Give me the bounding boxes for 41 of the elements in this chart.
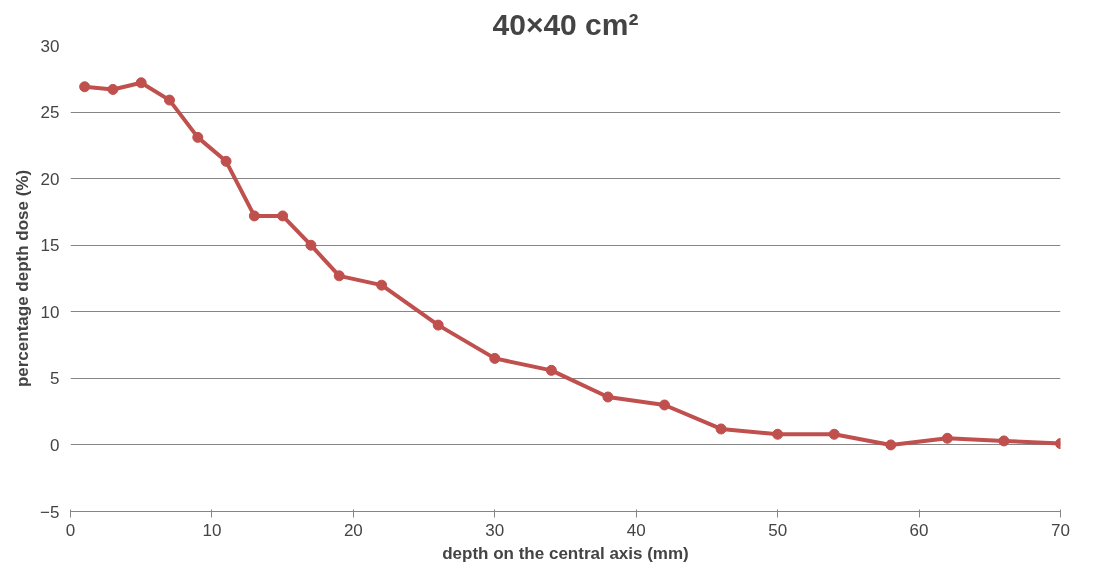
point — [79, 81, 91, 93]
y-tick-label: −5 — [40, 502, 60, 522]
y-tick-label: 10 — [40, 302, 60, 322]
point — [828, 428, 840, 440]
point — [333, 270, 345, 282]
y-tick-label: 30 — [40, 36, 60, 56]
y-tick-label: 25 — [40, 103, 60, 123]
y-tick-label: 20 — [40, 169, 60, 189]
x-tick-label: 70 — [1051, 520, 1070, 540]
x-tick-label: 60 — [909, 520, 929, 540]
y-tick-label: 0 — [50, 435, 60, 455]
y-tick-label: 15 — [40, 236, 60, 256]
point — [305, 239, 317, 251]
point — [248, 210, 260, 222]
x-axis-title: depth on the central axis (mm) — [442, 543, 689, 563]
x-tick-label: 10 — [202, 520, 222, 540]
point — [885, 439, 897, 451]
point — [715, 423, 727, 435]
x-tick-label: 30 — [485, 520, 505, 540]
point — [107, 83, 119, 95]
x-tick-label: 40 — [626, 520, 646, 540]
point — [659, 399, 670, 411]
point — [277, 210, 289, 222]
point — [602, 391, 614, 403]
point — [489, 352, 501, 364]
point — [220, 155, 232, 167]
point — [432, 319, 444, 331]
point — [164, 94, 175, 106]
point — [772, 428, 784, 440]
y-axis-title: percentage depth dose (%) — [13, 169, 33, 388]
x-tick-label: 0 — [65, 520, 76, 540]
x-tick-label: 20 — [343, 520, 363, 540]
point — [545, 364, 557, 376]
point — [376, 279, 388, 291]
point — [135, 77, 147, 89]
point — [941, 432, 953, 444]
chart-title: 40×40 cm² — [492, 7, 639, 41]
point — [192, 131, 204, 143]
x-tick-label: 50 — [768, 520, 788, 540]
y-tick-label: 5 — [50, 369, 60, 389]
point — [998, 435, 1010, 447]
